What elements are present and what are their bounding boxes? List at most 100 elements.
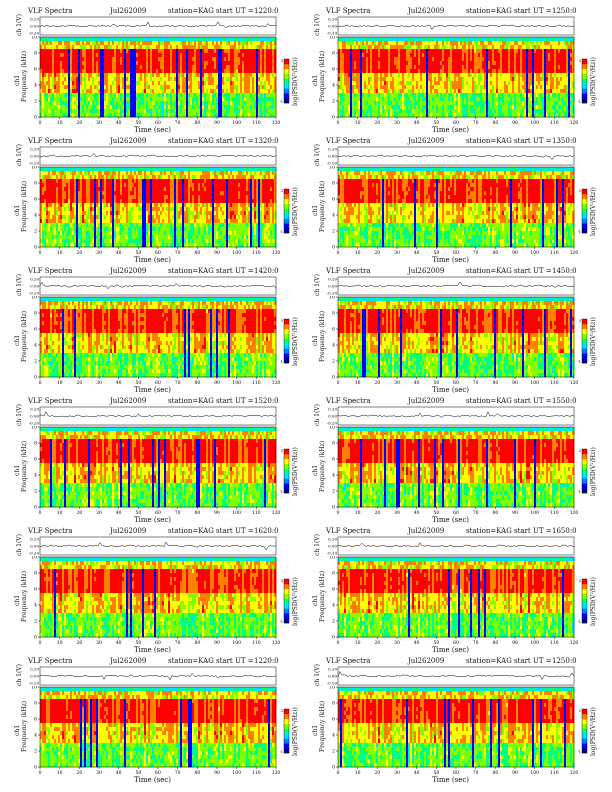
spectrogram-cell [174,65,177,70]
spectrogram-cell [270,93,273,98]
spectrogram-cell [250,81,253,86]
spectrogram-cell [200,53,203,58]
spectrogram-cell [40,207,43,212]
spectrogram-cell [176,65,179,70]
spectrogram-cell [420,61,423,66]
spectrogram-cell [382,105,385,110]
spectrogram-cell [252,73,255,78]
spectrogram-cell [256,73,259,78]
spectrogram-cell [468,53,471,58]
spectrogram-cell [518,49,521,54]
spectrogram-cell [46,187,49,192]
spectrogram-cell [384,61,387,66]
spectrogram-cell [132,93,135,98]
spectrogram-cell [496,61,499,66]
spectrogram-cell [170,57,173,62]
spectrogram-cell [500,61,503,66]
spectrogram-cell [270,41,273,46]
spectrogram-cell [192,57,195,62]
spectrogram-cell [78,109,81,114]
spectrogram-cell [550,81,553,86]
spectrogram-cell [44,105,47,110]
spectrogram-cell [452,69,455,74]
spectrogram-cell [184,97,187,102]
spectrogram-cell [46,41,49,46]
spectrogram-cell [272,73,275,78]
spectrogram-cell [488,57,491,62]
spectrogram-cell [536,93,539,98]
spectrogram-cell [118,73,121,78]
spectrogram-cell [100,85,103,90]
spectrogram-cell [240,77,243,82]
spectrogram-cell [504,73,507,78]
spectrogram-cell [234,85,237,90]
spectrogram-cell [476,85,479,90]
spectrogram-cell [462,45,465,50]
y-tick-label: 0 [34,115,37,121]
spectrogram-cell [178,61,181,66]
spectrogram-cell [426,101,429,106]
spectrogram-cell [454,45,457,50]
spectrogram-cell [526,61,529,66]
spectrogram-cell [144,53,147,58]
spectrogram-cell [444,69,447,74]
spectrogram-cell [50,65,53,70]
spectrogram-cell [146,61,149,66]
spectrogram-cell [452,49,455,54]
spectrogram-cell [398,69,401,74]
spectrogram-cell [196,93,199,98]
spectrogram-cell [48,113,51,118]
spectrogram-cell [386,41,389,46]
spectrogram-cell [270,57,273,62]
spectrogram-cell [154,41,157,46]
spectrogram-cell [468,61,471,66]
spectrogram-cell [270,89,273,94]
spectrogram-cell [532,57,535,62]
spectrogram-cell [488,85,491,90]
spectrogram-cell [418,57,421,62]
spectrogram-cell [274,49,277,54]
spectrogram-cell [508,101,511,106]
spectrogram-cell [234,93,237,98]
spectrogram-cell [348,89,351,94]
spectrogram-cell [420,81,423,86]
spectrogram-cell [46,235,49,240]
spectrogram-cell [176,57,179,62]
spectrogram-cell [82,81,85,86]
spectrogram-cell [40,239,43,244]
spectrogram-cell [434,37,437,42]
spectrogram-cell [522,85,525,90]
spectrogram-cell [512,113,515,118]
spectrogram-cell [236,113,239,118]
spectrogram-cell [492,77,495,82]
spectrogram-cell [512,105,515,110]
spectrogram-cell [540,77,543,82]
spectrogram-cell [520,65,523,70]
spectrogram-cell [112,57,115,62]
spectrogram-cell [88,81,91,86]
spectrogram-cell [268,53,271,58]
x-tick-label: 10 [57,120,63,126]
spectrogram-cell [160,73,163,78]
spectrogram-cell [570,105,573,110]
spectrogram-cell [220,37,223,42]
spectrogram-cell [346,49,349,54]
spectrogram-cell [134,61,137,66]
spectrogram-cell [518,41,521,46]
spectrogram-cell [46,203,49,208]
spectrogram-cell [166,45,169,50]
spectrogram-cell [152,69,155,74]
spectrogram-cell [232,85,235,90]
y-tick-label: 2 [332,99,335,105]
spectrogram-cell [104,61,107,66]
spectrogram-cell [144,73,147,78]
spectrogram-cell [136,49,139,54]
spectrogram-cell [166,105,169,110]
spectrogram-cell [42,53,45,58]
spectrogram-cell [390,69,393,74]
spectrogram-cell [564,113,567,118]
spectrogram-cell [50,179,53,184]
spectrogram-cell [570,109,573,114]
spectrogram-cell [254,37,257,42]
spectrogram-cell [118,49,121,54]
